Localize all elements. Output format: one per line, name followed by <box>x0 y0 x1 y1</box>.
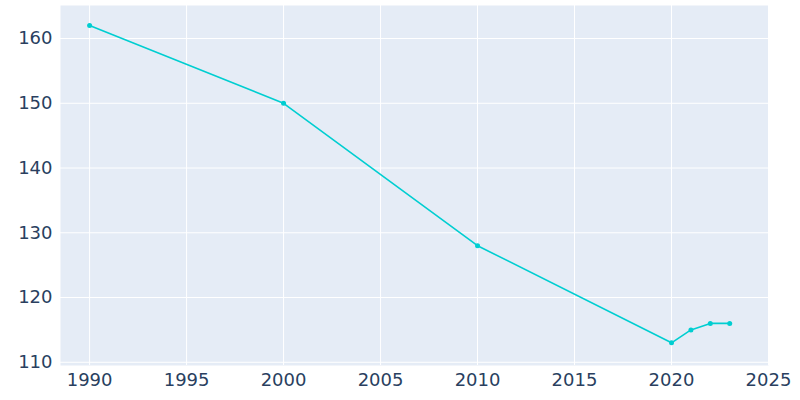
svg-text:140: 140 <box>18 157 52 178</box>
svg-text:130: 130 <box>18 222 52 243</box>
svg-text:1995: 1995 <box>164 369 210 390</box>
svg-text:110: 110 <box>18 351 52 372</box>
svg-text:2000: 2000 <box>261 369 307 390</box>
svg-text:160: 160 <box>18 27 52 48</box>
svg-text:2005: 2005 <box>358 369 404 390</box>
svg-text:150: 150 <box>18 92 52 113</box>
svg-text:2010: 2010 <box>455 369 501 390</box>
svg-text:2020: 2020 <box>649 369 695 390</box>
svg-text:120: 120 <box>18 286 52 307</box>
svg-text:1990: 1990 <box>67 369 113 390</box>
svg-text:2015: 2015 <box>552 369 598 390</box>
svg-text:2025: 2025 <box>746 369 792 390</box>
